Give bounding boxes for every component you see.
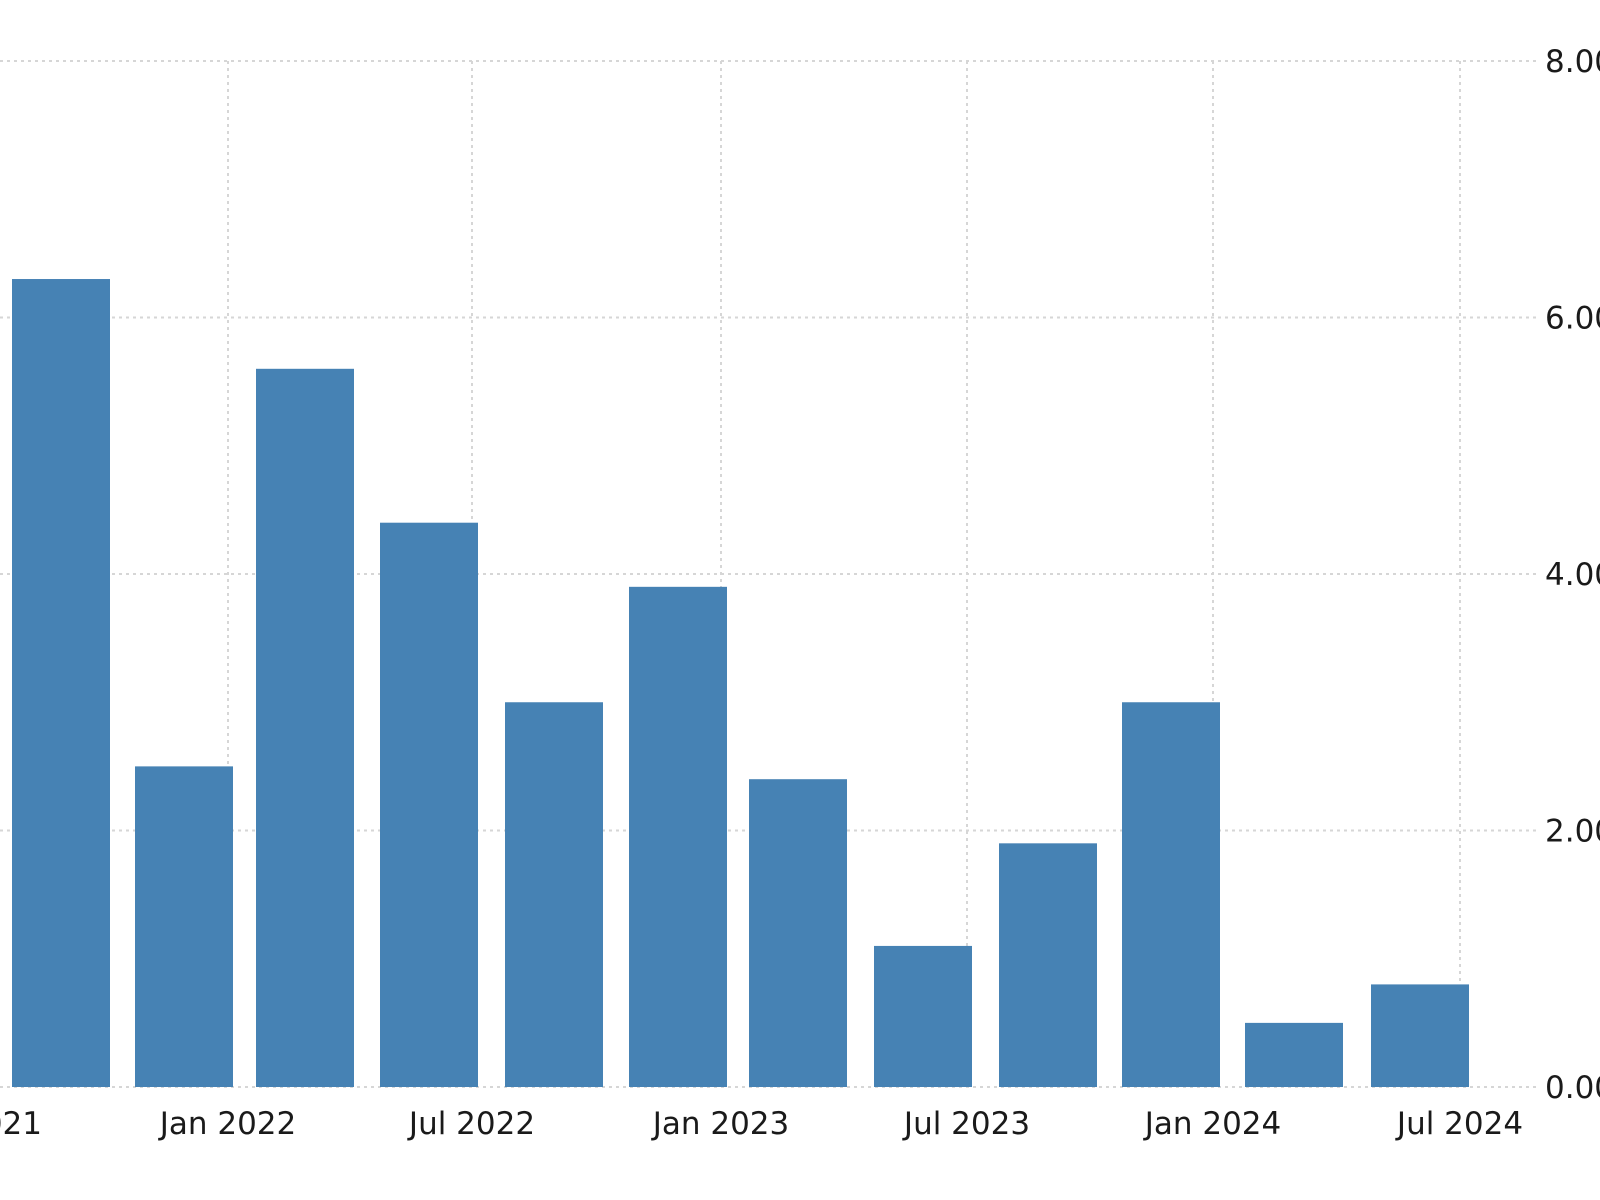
y-tick-label: 2.00 [1545, 814, 1600, 850]
bar [380, 522, 478, 1087]
y-tick-label: 0.00 [1545, 1070, 1600, 1106]
x-tick-label: Jul 2023 [902, 1106, 1030, 1142]
bar [749, 779, 847, 1087]
y-axis-labels: 0.00 2.00 4.00 6.00 8.00 [1545, 44, 1600, 1106]
bar [874, 945, 972, 1087]
bar [135, 766, 233, 1087]
bar [1245, 1022, 1343, 1087]
x-axis-labels: 2021 Jan 2022 Jul 2022 Jan 2023 Jul 2023 Jan … [0, 1106, 1523, 1142]
x-tick-label: Jul 2022 [407, 1106, 535, 1142]
y-tick-label: 4.00 [1545, 557, 1600, 593]
bar [256, 368, 354, 1087]
y-tick-label: 8.00 [1545, 44, 1600, 80]
bars [12, 279, 1469, 1087]
bar [629, 586, 727, 1087]
x-tick-label: Jan 2022 [158, 1106, 297, 1142]
x-tick-label: Jan 2023 [651, 1106, 790, 1142]
bar [1122, 702, 1220, 1087]
y-tick-label: 6.00 [1545, 301, 1600, 337]
bar [12, 279, 110, 1087]
bar [1371, 984, 1469, 1087]
x-tick-label: Jul 2024 [1395, 1106, 1523, 1142]
bar [505, 702, 603, 1087]
bar [999, 843, 1097, 1087]
x-tick-label: Jan 2024 [1143, 1106, 1282, 1142]
x-tick-label: 2021 [0, 1106, 42, 1142]
